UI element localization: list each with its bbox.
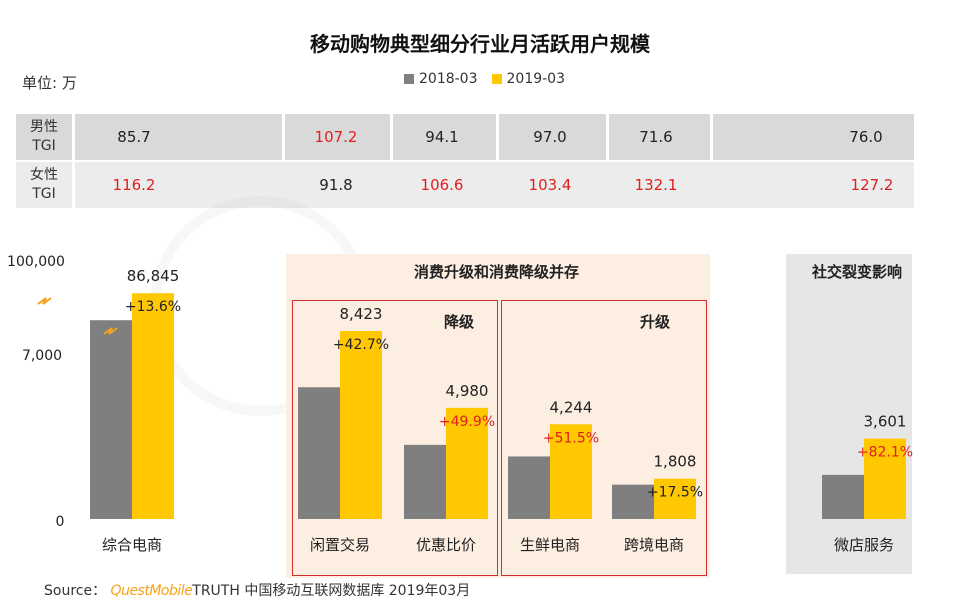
growth-label: +51.5%	[543, 430, 599, 446]
divider	[390, 114, 393, 160]
growth-label: +49.9%	[439, 414, 495, 430]
female-tgi-label: 女性 TGI	[16, 166, 72, 204]
source-brand: QuestMobile	[110, 583, 193, 599]
downgrade-title: 降级	[444, 313, 475, 331]
divider	[496, 114, 499, 160]
growth-label: +17.5%	[647, 485, 703, 501]
data-label: 4,980	[446, 382, 489, 400]
growth-label: +82.1%	[857, 445, 913, 461]
male-tgi-value: 85.7	[117, 128, 151, 146]
legend-item-2019: 2019-03	[491, 71, 566, 87]
source-suffix: TRUTH 中国移动互联网数据库 2019年03月	[192, 583, 471, 599]
axis-break-mark	[37, 297, 52, 305]
bar-2019	[340, 331, 382, 519]
divider	[72, 162, 75, 208]
bar-2019	[864, 438, 906, 519]
female-tgi-value: 116.2	[112, 176, 156, 194]
bar-2018	[822, 474, 864, 519]
divider	[710, 114, 713, 160]
y-tick-label: 0	[56, 514, 65, 530]
female-tgi-label-line2: TGI	[32, 186, 56, 202]
y-tick-label: 100,000	[7, 254, 65, 270]
data-label: 8,423	[340, 305, 383, 323]
divider	[72, 114, 75, 160]
bar-2018	[298, 387, 340, 519]
source-prefix: Source：	[44, 583, 107, 599]
male-tgi-value: 71.6	[639, 128, 673, 146]
female-tgi-value: 106.6	[420, 176, 464, 194]
downgrade-box	[292, 300, 498, 576]
y-tick-label: 7,000	[22, 348, 62, 364]
legend: 2018-03 2019-03	[404, 71, 579, 87]
social-panel	[786, 254, 912, 574]
male-tgi-label-line1: 男性	[30, 119, 58, 135]
divider	[606, 114, 609, 160]
bar-2018	[404, 444, 446, 519]
bar-2019	[132, 293, 174, 519]
data-label: 1,808	[654, 453, 697, 471]
category-label: 微店服务	[834, 536, 894, 554]
female-tgi-value: 103.4	[528, 176, 572, 194]
bar-2019	[654, 478, 696, 519]
data-label: 4,244	[550, 398, 593, 416]
source-note: Source： QuestMobileTRUTH 中国移动互联网数据库 2019…	[44, 580, 470, 600]
female-tgi-value: 132.1	[634, 176, 678, 194]
bar-2018	[612, 484, 654, 519]
female-tgi-label-line1: 女性	[30, 167, 58, 183]
female-tgi-value: 127.2	[850, 176, 894, 194]
male-tgi-value: 97.0	[533, 128, 567, 146]
bar-2019	[550, 424, 592, 519]
bar-2018	[90, 320, 132, 519]
panel-title-mid: 消费升级和消费降级并存	[414, 263, 580, 281]
panel-title-social: 社交裂变影响	[812, 263, 903, 281]
female-tgi-row: 女性 TGI 116.2 91.8 106.6 103.4 132.1 127.…	[16, 162, 914, 208]
category-label: 闲置交易	[310, 536, 370, 554]
growth-label: +42.7%	[333, 337, 389, 353]
male-tgi-value: 107.2	[314, 128, 358, 146]
divider	[282, 114, 285, 160]
chart-title: 移动购物典型细分行业月活跃用户规模	[310, 32, 650, 56]
unit-label: 单位: 万	[22, 74, 77, 92]
upgrade-title: 升级	[640, 313, 671, 331]
category-label: 综合电商	[102, 536, 162, 554]
male-tgi-row: 男性 TGI 85.7 107.2 94.1 97.0 71.6 76.0	[16, 114, 914, 160]
legend-swatch-2018	[404, 74, 414, 84]
upgrade-box	[501, 300, 707, 576]
male-tgi-label-line2: TGI	[32, 138, 56, 154]
male-tgi-value: 76.0	[849, 128, 883, 146]
legend-label-2018: 2018-03	[419, 71, 478, 87]
female-tgi-value: 91.8	[319, 176, 353, 194]
category-label: 优惠比价	[416, 536, 476, 554]
category-label: 跨境电商	[624, 536, 684, 554]
male-tgi-value: 94.1	[425, 128, 459, 146]
male-tgi-label: 男性 TGI	[16, 118, 72, 156]
bar-2018	[508, 456, 550, 519]
axis-break-mark	[103, 327, 118, 335]
data-label: 3,601	[864, 413, 907, 431]
growth-label: +13.6%	[125, 299, 181, 315]
legend-label-2019: 2019-03	[506, 71, 566, 87]
legend-swatch-2019	[491, 74, 502, 84]
category-label: 生鲜电商	[520, 536, 580, 554]
bar-2019	[446, 407, 488, 519]
legend-item-2018: 2018-03	[404, 71, 478, 87]
data-label: 86,845	[127, 267, 180, 285]
